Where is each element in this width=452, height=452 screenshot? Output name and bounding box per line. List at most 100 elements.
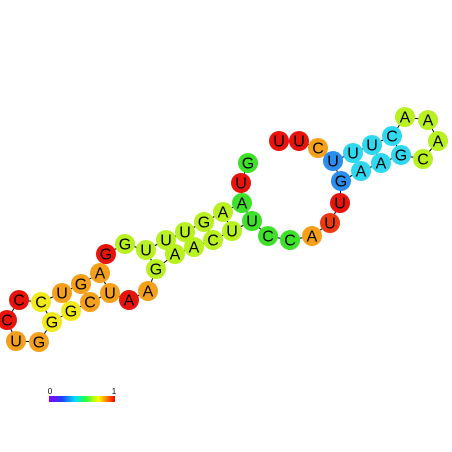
nucleotide — [371, 153, 391, 173]
nucleotide-label: A — [307, 229, 318, 246]
nucleotide-label: G — [33, 335, 45, 352]
nucleotide — [289, 131, 309, 151]
nucleotide-label: G — [198, 215, 210, 232]
nucleotide — [395, 107, 415, 127]
nucleotide-label: A — [170, 247, 181, 264]
nucleotide — [258, 226, 278, 246]
nucleotide-label: C — [84, 295, 96, 312]
nucleotide — [242, 211, 262, 231]
nucleotide — [156, 230, 176, 250]
nucleotide — [323, 151, 343, 171]
nucleotide — [320, 213, 340, 233]
nucleotide-label: C — [207, 233, 219, 250]
nucleotide-label: G — [242, 156, 254, 173]
nucleotide — [52, 283, 72, 303]
nucleotide — [0, 310, 17, 330]
nucleotide-label: G — [65, 304, 77, 321]
nucleotide-label: C — [1, 313, 13, 330]
scale-min: 0 — [48, 387, 53, 396]
nucleotide — [351, 161, 371, 181]
nucleotide-label: A — [189, 240, 200, 257]
nucleotide — [362, 135, 382, 155]
nucleotide-label: U — [334, 196, 346, 213]
nucleotide-label: U — [179, 225, 191, 242]
nucleotide-label: G — [100, 247, 112, 264]
nucleotide-label: U — [160, 233, 172, 250]
nucleotide — [184, 237, 204, 257]
nucleotide — [29, 332, 49, 352]
nucleotide — [80, 292, 100, 312]
nucleotide — [90, 263, 110, 283]
nucleotide-label: C — [35, 295, 47, 312]
nucleotide-label: U — [246, 214, 258, 231]
nucleotide — [71, 274, 91, 294]
nucleotide-label: U — [56, 286, 68, 303]
scale-max: 1 — [112, 387, 117, 396]
nucleotide-label: U — [104, 286, 116, 303]
nucleotide — [138, 281, 158, 301]
nucleotide — [6, 331, 26, 351]
nucleotide — [238, 153, 258, 173]
nucleotide — [115, 234, 135, 254]
nucleotide — [302, 226, 322, 246]
nucleotide-label: U — [366, 138, 378, 155]
nucleotide — [96, 244, 116, 264]
nucleotide — [391, 145, 411, 165]
nucleotide — [382, 126, 402, 146]
nucleotide-label: G — [46, 315, 58, 332]
nucleotide — [418, 110, 438, 130]
nucleotide — [222, 221, 242, 241]
nucleotide-label: C — [284, 233, 296, 250]
nucleotide — [280, 230, 300, 250]
nucleotide-label: U — [140, 243, 152, 260]
nucleotide-label: U — [324, 216, 336, 233]
nucleotide-label: G — [335, 174, 347, 191]
color-scale — [49, 396, 115, 402]
nucleotide-label: C — [386, 129, 398, 146]
nucleotide — [213, 202, 233, 222]
nucleotide — [146, 259, 166, 279]
nucleotide-label: U — [226, 224, 238, 241]
nucleotide — [330, 193, 350, 213]
nucleotide — [175, 222, 195, 242]
nucleotide-label: A — [124, 293, 135, 310]
nucleotide — [413, 149, 433, 169]
nucleotide — [194, 212, 214, 232]
nucleotide-label: A — [433, 134, 444, 151]
nucleotide-label: C — [417, 152, 429, 169]
nucleotide-label: G — [395, 148, 407, 165]
nucleotide-label: U — [347, 146, 359, 163]
nucleotide — [61, 301, 81, 321]
nucleotide — [331, 171, 351, 191]
nucleotide — [232, 193, 252, 213]
nucleotide-label: U — [327, 154, 339, 171]
nucleotide-label: A — [237, 196, 248, 213]
nucleotide-label: G — [119, 237, 131, 254]
nucleotide-label: A — [143, 284, 154, 301]
nucleotide-label: U — [10, 334, 22, 351]
nucleotide — [119, 290, 139, 310]
nucleotide — [428, 131, 448, 151]
nucleotide-label: A — [423, 113, 434, 130]
nucleotide-label: C — [312, 141, 324, 158]
nucleotide-label: U — [235, 176, 247, 193]
nucleotide — [42, 312, 62, 332]
nucleotide — [269, 131, 289, 151]
nucleotide — [231, 173, 251, 193]
nucleotide-label: C — [13, 293, 25, 310]
nucleotide — [343, 143, 363, 163]
nucleotide — [136, 240, 156, 260]
nucleotide-label: A — [95, 266, 106, 283]
nucleotide-label: A — [376, 156, 387, 173]
nucleotide-label: C — [262, 229, 274, 246]
nucleotide — [9, 290, 29, 310]
nucleotide-label: U — [273, 134, 285, 151]
nucleotide-label: A — [218, 205, 229, 222]
nucleotide-label: U — [293, 134, 305, 151]
nucleotide — [100, 283, 120, 303]
nucleotide — [308, 138, 328, 158]
nucleotide-label: G — [150, 262, 162, 279]
nucleotide-label: A — [400, 110, 411, 127]
